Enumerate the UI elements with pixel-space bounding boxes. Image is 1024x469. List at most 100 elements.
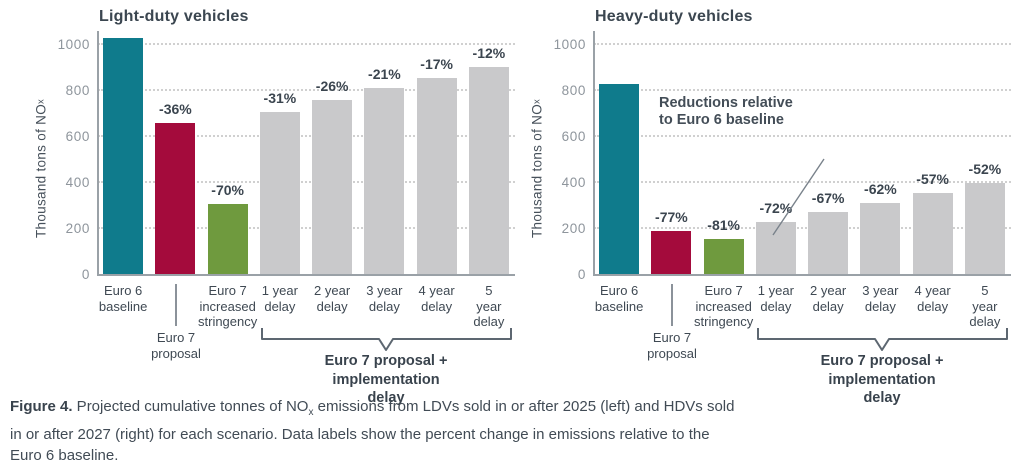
x-tick-5: 3 year delay: [366, 283, 403, 314]
bar-value-label: -26%: [315, 77, 349, 94]
figure-caption-label: Figure 4.: [10, 398, 73, 415]
bar-slot-2: -70%: [202, 29, 254, 275]
bar-slot-0: [97, 29, 149, 275]
figure-caption-text-2: emissions from LDVs sold in or after 202…: [10, 398, 735, 464]
bar-euro-6-baseline: [103, 38, 144, 275]
x-tick-0: Euro 6 baseline: [98, 283, 148, 314]
x-tick-6: 4 year delay: [914, 283, 951, 314]
bar-value-label: -31%: [263, 89, 297, 106]
bar-1-year-delay: [755, 221, 796, 275]
figure-caption-subscript: x: [308, 407, 314, 418]
y-tick-1000: 1000: [57, 37, 90, 52]
y-tick-200: 200: [65, 221, 90, 236]
x-tick-3: 1 year delay: [261, 283, 298, 314]
bar-value-label: -36%: [159, 101, 192, 118]
gridline-600: [594, 135, 1011, 137]
gridline-800: [98, 89, 515, 91]
bar-value-label: -57%: [916, 170, 949, 187]
bar-value-label: -77%: [655, 209, 688, 226]
bar-value-label: -67%: [811, 189, 845, 206]
gridline-200: [98, 227, 515, 229]
bar-4-year-delay: [912, 192, 953, 275]
chart-title: Light-duty vehicles: [99, 8, 249, 25]
bar-value-label: -72%: [759, 199, 793, 216]
bar-value-label: -17%: [420, 56, 453, 73]
bar-slot-3: -72%: [750, 29, 802, 275]
bar-4-year-delay: [416, 78, 457, 275]
y-tick-800: 800: [561, 83, 586, 98]
bar-value-label: -12%: [472, 44, 506, 61]
bar-slot-3: -31%: [254, 29, 306, 275]
x-tick-2: Euro 7 increased stringency: [198, 283, 258, 329]
delay-group-label: Euro 7 proposal + implementation delay: [820, 353, 944, 406]
bar-slot-5: -21%: [358, 29, 410, 275]
bar-euro-6-baseline: [599, 84, 640, 275]
x-tick-4: 2 year delay: [810, 283, 847, 314]
x-tick-4: 2 year delay: [314, 283, 351, 314]
gridline-600: [98, 135, 515, 137]
bar-slot-7: -52%: [959, 29, 1011, 275]
chart-light-duty: Light-duty vehicles Thousand tons of NO x…: [0, 0, 522, 406]
plot-area: -36% -70% -31% -26% -21% -17% -12%: [97, 29, 515, 276]
bar-slot-1: -77%: [645, 29, 697, 275]
x-axis-line: [97, 274, 515, 276]
bar-slot-0: [593, 29, 645, 275]
x-axis-line: [593, 274, 1011, 276]
plot-area: -77% -81% -72% -67% -62% -57% -52%: [593, 29, 1011, 276]
x-tick-2: Euro 7 increased stringency: [694, 283, 754, 329]
gridline-800: [594, 89, 1011, 91]
gridlines: [97, 29, 515, 275]
bars: -77% -81% -72% -67% -62% -57% -52%: [593, 29, 1011, 275]
euro7-proposal-label: Euro 7 proposal: [647, 330, 697, 361]
euro7-proposal-pointer-line: [671, 284, 673, 326]
bar-slot-6: -17%: [411, 29, 463, 275]
y-tick-400: 400: [65, 175, 90, 190]
reductions-annotation: Reductions relative to Euro 6 baseline: [659, 95, 793, 128]
delay-group-label: Euro 7 proposal + implementation delay: [324, 353, 448, 406]
bar-3-year-delay: [860, 202, 901, 275]
euro7-proposal-pointer-line: [175, 284, 177, 326]
y-axis-line: [97, 31, 99, 275]
bar-slot-1: -36%: [149, 29, 201, 275]
y-tick-1000: 1000: [553, 37, 586, 52]
bar-value-label: -21%: [368, 65, 401, 82]
bar-slot-5: -62%: [854, 29, 906, 275]
bar-slot-6: -57%: [907, 29, 959, 275]
bar-slot-2: -81%: [698, 29, 750, 275]
bar-5-year-delay: [964, 183, 1005, 275]
y-tick-0: 0: [81, 267, 90, 282]
y-axis-ticks: 0 200 400 600 800 1000: [44, 29, 90, 282]
bar-euro-7-increased-stringency: [207, 203, 248, 275]
x-tick-5: 3 year delay: [862, 283, 899, 314]
y-tick-600: 600: [561, 129, 586, 144]
y-axis-line: [593, 31, 595, 275]
x-tick-3: 1 year delay: [757, 283, 794, 314]
y-axis-ticks: 0 200 400 600 800 1000: [540, 29, 586, 282]
gridline-1000: [594, 43, 1011, 45]
y-tick-0: 0: [577, 267, 586, 282]
bar-2-year-delay: [312, 99, 353, 275]
y-tick-600: 600: [65, 129, 90, 144]
bar-euro-7-proposal: [651, 231, 692, 275]
x-tick-0: Euro 6 baseline: [594, 283, 644, 314]
figure-caption: Figure 4. Projected cumulative tonnes of…: [10, 396, 738, 467]
figure-caption-text-1: Projected cumulative tonnes of NO: [72, 398, 309, 415]
gridline-1000: [98, 43, 515, 45]
y-tick-200: 200: [561, 221, 586, 236]
y-tick-800: 800: [65, 83, 90, 98]
bar-value-label: -52%: [968, 161, 1002, 178]
bar-5-year-delay: [468, 66, 509, 275]
chart-heavy-duty: Heavy-duty vehicles Thousand tons of NO x…: [496, 0, 1024, 406]
bar-value-label: -70%: [211, 181, 244, 198]
bar-value-label: -81%: [707, 216, 740, 233]
chart-title: Heavy-duty vehicles: [595, 8, 753, 25]
bar-1-year-delay: [259, 111, 300, 275]
bar-euro-7-increased-stringency: [703, 238, 744, 275]
delay-group-bracket: [757, 328, 1008, 351]
y-tick-400: 400: [561, 175, 586, 190]
x-tick-7: 5 year delay: [473, 283, 505, 329]
bar-slot-7: -12%: [463, 29, 515, 275]
euro7-proposal-label: Euro 7 proposal: [151, 330, 201, 361]
bar-slot-4: -26%: [306, 29, 358, 275]
